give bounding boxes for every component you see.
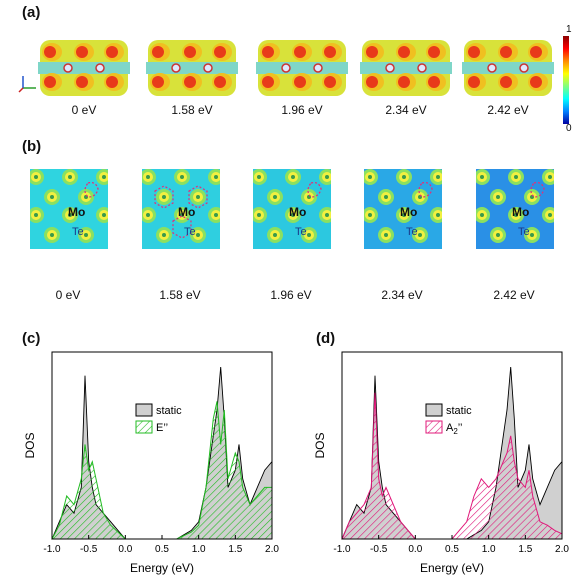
slice-caption: 1.58 eV <box>159 288 201 302</box>
atom-label-te: Te <box>295 226 307 238</box>
x-tick-label: -1.0 <box>43 544 61 555</box>
y-axis-label: DOS <box>313 432 327 458</box>
mode-dos-area <box>51 401 273 540</box>
charge-slice-image <box>142 169 220 249</box>
x-tick-label: 1.5 <box>518 544 532 555</box>
slice-caption: 2.42 eV <box>493 288 535 302</box>
x-tick-label: 2.0 <box>555 544 569 555</box>
isosurface-image <box>256 40 348 96</box>
x-tick-label: 0.0 <box>118 544 132 555</box>
panel-label-c: (c) <box>22 330 41 347</box>
panel-label-d: (d) <box>316 330 336 347</box>
panel-label-b: (b) <box>22 138 42 155</box>
panel-label-a: (a) <box>22 4 41 21</box>
legend-label-static: static <box>446 405 472 417</box>
legend-swatch-static <box>135 403 153 417</box>
isosurface-image <box>146 40 238 96</box>
x-tick-label: 0.5 <box>445 544 459 555</box>
isosurface-caption: 2.34 eV <box>385 103 427 117</box>
atom-label-mo: Mo <box>68 205 86 219</box>
charge-slice-image <box>30 169 108 249</box>
y-axis-label: DOS <box>23 432 37 458</box>
charge-slice-image <box>253 169 331 249</box>
x-tick-label: 2.0 <box>265 544 279 555</box>
isosurface-caption: 0 eV <box>71 103 97 117</box>
dos-chart-c: -1.0 -0.5 0.0 0.5 1.0 1.5 2.0 Energy (eV) DOS sta… <box>23 351 279 575</box>
atom-label-te: Te <box>184 226 196 238</box>
legend-label-mode: E’’ <box>156 422 168 434</box>
x-tick-label: 0.5 <box>155 544 169 555</box>
x-tick-label: -1.0 <box>333 544 351 555</box>
x-tick-label: 0.0 <box>408 544 422 555</box>
mode-dos-area <box>341 392 563 540</box>
isosurface-caption: 2.42 eV <box>487 103 529 117</box>
legend-label-mode: A2’’ <box>446 422 463 436</box>
x-tick-label: 1.0 <box>482 544 496 555</box>
colorbar <box>563 36 569 124</box>
legend-swatch-mode <box>135 420 153 434</box>
dos-chart-d: -1.0 -0.5 0.0 0.5 1.0 1.5 2.0 Energy (eV) DOS sta… <box>313 351 569 575</box>
x-tick-label: 1.5 <box>228 544 242 555</box>
x-tick-label: -0.5 <box>80 544 98 555</box>
isosurface-caption: 1.58 eV <box>171 103 213 117</box>
atom-label-mo: Mo <box>178 205 196 219</box>
legend-label-static: static <box>156 405 182 417</box>
isosurface-image <box>462 40 554 96</box>
colorbar-min-label: 0 <box>566 123 572 134</box>
atom-label-te: Te <box>72 226 84 238</box>
x-axis-label: Energy (eV) <box>420 561 484 575</box>
atom-label-mo: Mo <box>512 205 530 219</box>
atom-label-mo: Mo <box>289 205 307 219</box>
colorbar-max-label: 1 <box>566 24 572 35</box>
slice-caption: 0 eV <box>55 288 81 302</box>
x-axis-label: Energy (eV) <box>130 561 194 575</box>
atom-label-mo: Mo <box>400 205 418 219</box>
isosurface-image <box>38 40 130 96</box>
x-tick-label: 1.0 <box>192 544 206 555</box>
charge-slice-image <box>364 169 442 249</box>
atom-label-te: Te <box>406 226 418 238</box>
isosurface-caption: 1.96 eV <box>281 103 323 117</box>
legend-swatch-static <box>425 403 443 417</box>
charge-slice-image <box>476 169 554 249</box>
atom-label-te: Te <box>518 226 530 238</box>
slice-caption: 1.96 eV <box>270 288 312 302</box>
axis-triad-icon <box>18 76 36 93</box>
isosurface-image <box>360 40 452 96</box>
x-tick-label: -0.5 <box>370 544 388 555</box>
slice-caption: 2.34 eV <box>381 288 423 302</box>
legend-swatch-mode <box>425 420 443 434</box>
